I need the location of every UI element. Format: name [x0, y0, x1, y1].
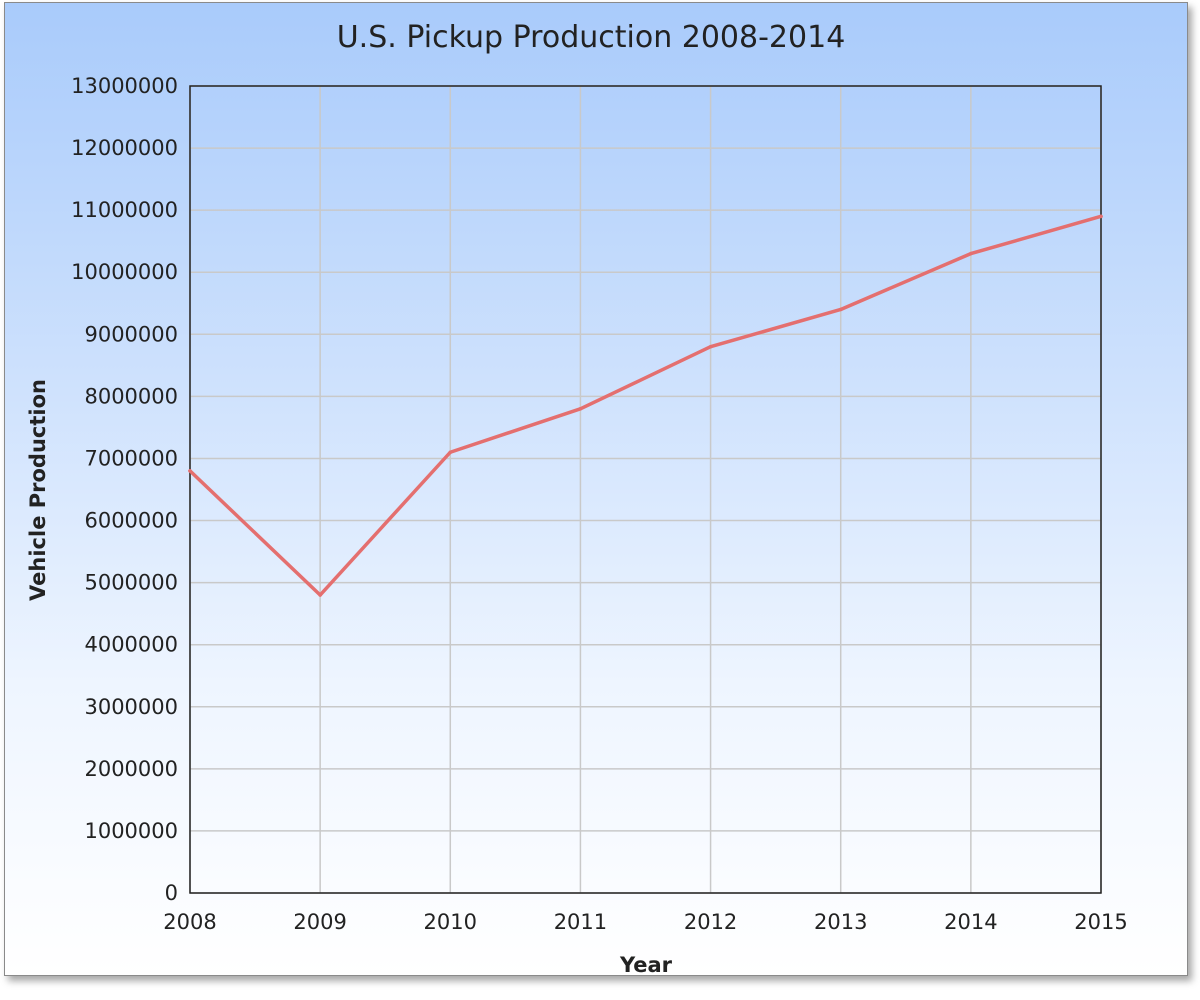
data-point	[708, 344, 713, 349]
y-tick-label: 10000000	[71, 260, 178, 284]
x-tick-label: 2015	[1074, 910, 1127, 934]
y-tick-label: 1000000	[84, 819, 178, 843]
chart-frame: U.S. Pickup Production 2008-2014 0 100000…	[4, 2, 1188, 976]
y-axis-label: Vehicle Production	[26, 379, 50, 601]
y-tick-label: 12000000	[71, 136, 178, 160]
series	[188, 214, 1103, 597]
y-tick-label: 5000000	[84, 571, 178, 595]
plot-area	[189, 85, 1102, 894]
y-tick-label: 0	[165, 881, 178, 905]
y-tick-label: 6000000	[84, 509, 178, 533]
data-point	[448, 450, 453, 455]
x-axis-ticks: 2008 2009 2010 2011 2012 2013 2014 2015	[163, 910, 1127, 934]
series-line-0	[188, 214, 1103, 597]
x-tick-label: 2011	[554, 910, 607, 934]
data-point	[969, 251, 973, 256]
y-tick-label: 13000000	[71, 74, 178, 98]
y-tick-label: 11000000	[71, 198, 178, 222]
y-tick-label: 3000000	[84, 695, 178, 719]
x-tick-label: 2013	[814, 910, 867, 934]
y-tick-label: 9000000	[84, 322, 178, 346]
chart-title: U.S. Pickup Production 2008-2014	[337, 20, 846, 55]
y-axis-ticks: 0 1000000 2000000 3000000 4000000 5000000 6000…	[71, 74, 178, 905]
x-axis-label: Year	[619, 953, 673, 975]
y-tick-label: 7000000	[84, 446, 178, 470]
x-tick-label: 2009	[293, 910, 346, 934]
y-tick-label: 2000000	[84, 757, 178, 781]
y-tick-label: 4000000	[84, 633, 178, 657]
x-tick-label: 2010	[424, 910, 477, 934]
x-tick-label: 2008	[163, 910, 216, 934]
data-point	[578, 407, 583, 411]
x-tick-label: 2012	[684, 910, 737, 934]
data-point	[1099, 214, 1103, 219]
line-chart: U.S. Pickup Production 2008-2014 0 100000…	[26, 20, 1128, 975]
data-point	[188, 469, 192, 473]
y-tick-label: 8000000	[84, 384, 178, 408]
x-tick-label: 2014	[944, 910, 997, 934]
grid	[189, 85, 1102, 894]
data-point	[838, 307, 843, 312]
data-point	[318, 593, 322, 597]
